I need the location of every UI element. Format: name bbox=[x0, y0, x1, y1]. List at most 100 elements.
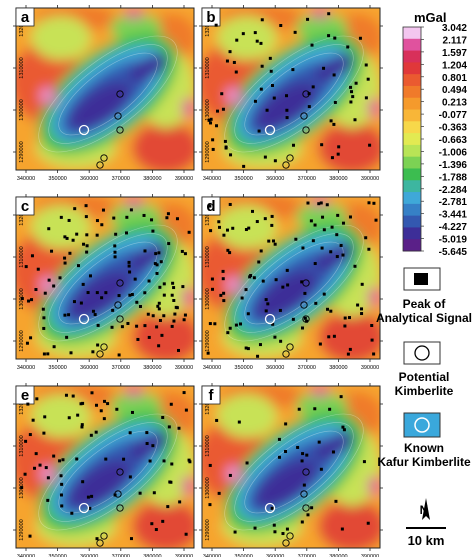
peak-marker bbox=[309, 219, 313, 223]
peak-marker bbox=[226, 331, 230, 335]
potential-kimberlite-marker bbox=[286, 154, 294, 162]
x-tick-label: 380000 bbox=[143, 365, 161, 371]
potential-kimberlite-marker bbox=[300, 112, 308, 120]
peak-marker bbox=[314, 301, 318, 305]
peak-marker bbox=[368, 143, 372, 147]
peak-marker bbox=[31, 418, 35, 422]
peak-marker bbox=[270, 506, 274, 510]
peak-marker bbox=[246, 347, 250, 351]
peak-marker bbox=[129, 537, 133, 541]
peak-marker bbox=[260, 64, 264, 68]
peak-marker bbox=[157, 344, 161, 348]
potential-kimberlite-marker bbox=[300, 301, 308, 309]
peak-marker bbox=[322, 228, 326, 232]
x-tick-label: 350000 bbox=[234, 365, 252, 371]
peak-marker bbox=[330, 156, 334, 160]
peak-marker bbox=[244, 228, 248, 232]
peak-marker bbox=[320, 246, 324, 250]
map-panel-b: 3400003500003600003700003800003900001320… bbox=[199, 5, 383, 182]
peak-marker bbox=[341, 221, 345, 225]
peak-marker bbox=[274, 278, 278, 282]
peak-marker bbox=[183, 252, 187, 256]
peak-marker bbox=[235, 38, 239, 42]
x-tick-label: 390000 bbox=[175, 176, 193, 182]
colorbar-label: -3.441 bbox=[439, 210, 468, 221]
peak-marker bbox=[260, 18, 264, 22]
colorbar-unit: mGal bbox=[414, 10, 447, 25]
peak-marker bbox=[336, 152, 340, 156]
peak-marker bbox=[117, 353, 121, 357]
y-tick-label: 1290000 bbox=[205, 141, 211, 162]
potential-kimberlite-marker bbox=[286, 532, 294, 540]
peak-marker bbox=[155, 271, 159, 275]
peak-marker bbox=[307, 105, 311, 109]
x-tick-label: 340000 bbox=[203, 365, 221, 371]
panel-letter: b bbox=[206, 9, 215, 26]
peak-marker bbox=[256, 354, 260, 358]
peak-marker bbox=[300, 520, 304, 524]
peak-marker bbox=[250, 209, 254, 213]
peak-marker bbox=[158, 318, 162, 322]
peak-marker bbox=[81, 401, 85, 405]
colorbar-label: -1.396 bbox=[439, 160, 468, 171]
known-kimberlite-marker bbox=[264, 502, 276, 514]
x-tick-label: 340000 bbox=[17, 365, 35, 371]
peak-marker bbox=[172, 298, 176, 302]
peak-marker bbox=[52, 454, 56, 458]
x-tick-label: 370000 bbox=[112, 554, 130, 557]
peak-marker bbox=[147, 279, 151, 283]
colorbar-swatch bbox=[403, 74, 421, 87]
potential-kimberlite-marker bbox=[302, 279, 310, 287]
peak-marker bbox=[366, 521, 370, 525]
y-tick-label: 1310000 bbox=[19, 246, 25, 267]
peak-marker bbox=[334, 499, 338, 503]
peak-marker bbox=[184, 532, 188, 536]
peak-marker bbox=[162, 282, 166, 286]
peak-marker bbox=[285, 527, 289, 531]
known-legend-line2: Kafur Kimberlite bbox=[377, 455, 471, 469]
peak-marker bbox=[151, 314, 155, 318]
peak-marker bbox=[68, 251, 72, 255]
peak-marker bbox=[320, 143, 324, 147]
peak-marker bbox=[232, 60, 236, 64]
peak-marker bbox=[281, 285, 285, 289]
peak-marker bbox=[34, 452, 38, 456]
peak-marker bbox=[29, 336, 33, 340]
colorbar-label: -5.019 bbox=[439, 235, 468, 246]
peak-marker bbox=[42, 352, 46, 356]
potential-kimberlite-marker bbox=[116, 504, 124, 512]
x-tick-label: 370000 bbox=[298, 365, 316, 371]
peak-marker bbox=[67, 218, 71, 222]
peak-marker bbox=[331, 450, 335, 454]
colorbar-label: -2.781 bbox=[439, 197, 468, 208]
peak-marker bbox=[161, 519, 165, 523]
potential-kimberlite-icon bbox=[414, 345, 430, 361]
potential-kimberlite-marker bbox=[302, 315, 310, 323]
peak-marker bbox=[216, 109, 220, 113]
peak-marker bbox=[52, 284, 56, 288]
peak-marker bbox=[80, 423, 84, 427]
peak-marker bbox=[84, 215, 88, 219]
peak-marker bbox=[330, 225, 334, 229]
peak-marker bbox=[217, 491, 221, 495]
potential-kimberlite-marker bbox=[114, 112, 122, 120]
peak-marker bbox=[184, 408, 188, 412]
peak-marker bbox=[172, 286, 176, 290]
peak-marker bbox=[104, 457, 108, 461]
peak-marker bbox=[155, 263, 159, 267]
peak-marker bbox=[224, 146, 228, 150]
peak-marker bbox=[20, 297, 24, 301]
peak-marker bbox=[67, 313, 71, 317]
potential-kimberlite-marker bbox=[302, 504, 310, 512]
peak-marker bbox=[327, 12, 331, 16]
peak-marker bbox=[170, 293, 174, 297]
peak-marker bbox=[99, 409, 103, 413]
peak-marker bbox=[58, 276, 62, 280]
peak-marker bbox=[231, 226, 235, 230]
potential-kimberlite-marker bbox=[116, 315, 124, 323]
potential-kimberlite-marker bbox=[300, 490, 308, 498]
colorbar-swatch bbox=[403, 203, 421, 217]
peak-marker bbox=[214, 23, 218, 27]
peak-marker bbox=[146, 312, 150, 316]
panel-letter-box bbox=[201, 7, 221, 27]
